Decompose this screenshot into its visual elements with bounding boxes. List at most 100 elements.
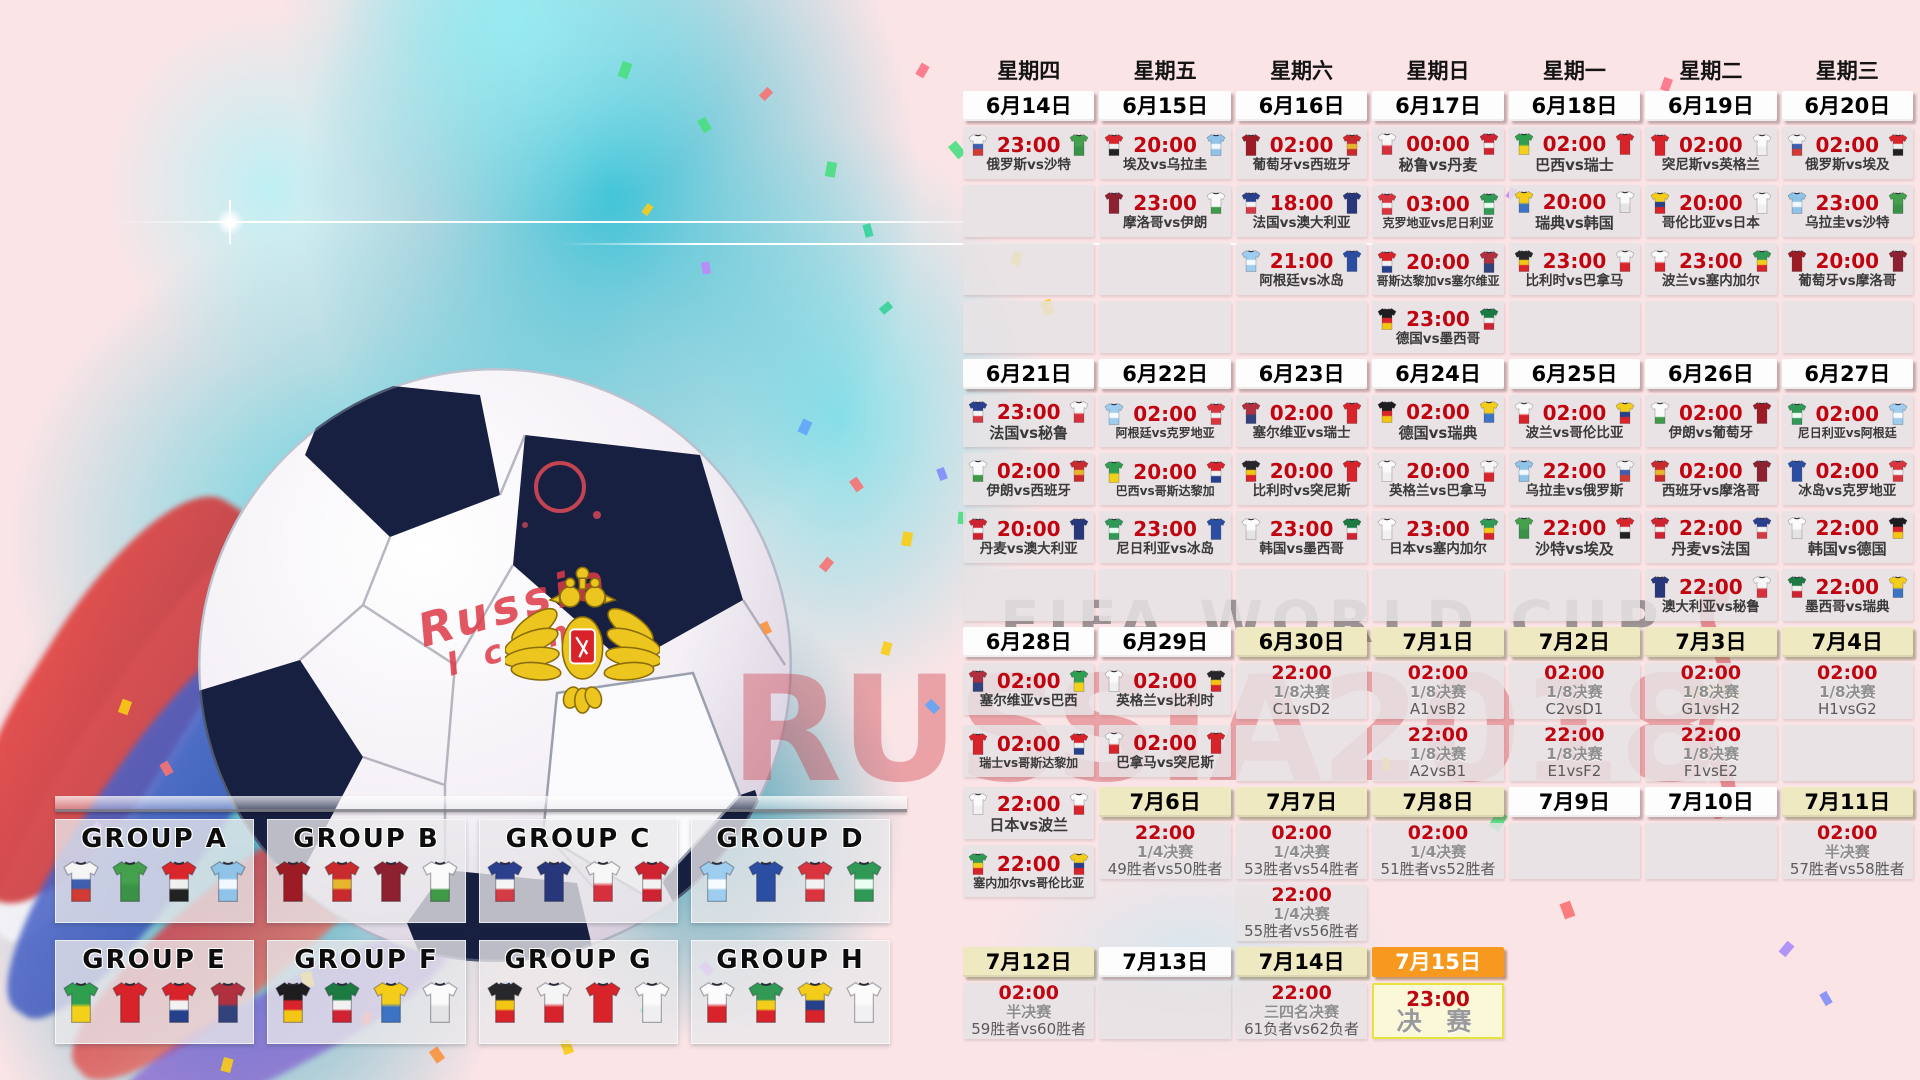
match-line: 22:00: [1782, 516, 1913, 540]
match-teams: 俄罗斯vs埃及: [1805, 156, 1890, 173]
knockout-cell: 02:00 半决赛 57胜者vs58胜者: [1781, 823, 1913, 879]
match-teams: 伊朗vs西班牙: [986, 482, 1071, 499]
match-time: 22:00: [1815, 516, 1880, 540]
match-line: 02:00: [1236, 401, 1367, 425]
match-time: 23:00: [1269, 516, 1334, 541]
match-teams: 葡萄牙vs西班牙: [1252, 156, 1351, 173]
group-title: GROUP H: [716, 945, 865, 975]
date-box: 7月13日: [1099, 947, 1231, 977]
match-line: 23:00: [1782, 191, 1913, 215]
confetti: [797, 418, 813, 436]
match-cell: 22:00 沙特vs埃及: [1508, 511, 1641, 563]
match-cell: 21:00 阿根廷vs冰岛: [1235, 243, 1368, 295]
date-box: 7月9日: [1508, 787, 1641, 817]
jersey-icon: [1240, 459, 1262, 483]
empty-cell: [1372, 569, 1504, 621]
match-line: 23:00: [1509, 249, 1640, 273]
jersey-icon: [967, 133, 989, 157]
weekday-header: 星期六: [1270, 59, 1334, 83]
match-time: 23:00: [1679, 248, 1743, 273]
match-teams: 法国vs澳大利亚: [1252, 214, 1351, 231]
date-box: 7月14日: [1235, 947, 1368, 977]
match-teams: 尼日利亚vs阿根廷: [1797, 425, 1897, 440]
pairing-label: 49胜者vs50胜者: [1107, 860, 1223, 878]
empty-cell: [1645, 301, 1777, 353]
match-time: 02:00: [1815, 401, 1880, 426]
match-teams: 塞尔维亚vs巴西: [979, 692, 1078, 709]
jersey-icon: [1513, 190, 1535, 214]
knockout-cell: 02:00 1/4决赛 51胜者vs52胜者: [1372, 823, 1504, 879]
jersey-icon: [1649, 516, 1671, 540]
ball-handwriting-line1: Russia: [411, 551, 617, 658]
jersey-icon: [843, 980, 885, 1025]
match-cell: 20:00 葡萄牙vs摩洛哥: [1781, 243, 1913, 295]
match-cell: 20:00 哥斯达黎加vs塞尔维亚: [1372, 243, 1504, 295]
jersey-icon: [207, 859, 249, 904]
date-box: 7月3日: [1645, 627, 1777, 657]
jersey-icon: [1068, 732, 1090, 756]
knockout-cell: 22:00 1/4决赛 55胜者vs56胜者: [1235, 885, 1368, 941]
empty-cell: [963, 301, 1095, 353]
match-line: 02:00: [1372, 400, 1503, 424]
match-time: 20:00: [1815, 248, 1880, 273]
match-time: 20:00: [996, 516, 1061, 541]
jersey-icon: [1376, 459, 1398, 483]
jersey-icon: [1341, 517, 1363, 541]
pairing-label: C2vsD1: [1545, 700, 1604, 718]
match-cell: 02:00 塞尔维亚vs巴西: [963, 663, 1095, 715]
match-teams: 阿根廷vs冰岛: [1259, 272, 1344, 289]
match-teams: 乌拉圭vs沙特: [1805, 214, 1890, 231]
match-cell: 02:00 巴西vs瑞士: [1508, 127, 1641, 179]
match-teams: 丹麦vs法国: [1671, 540, 1751, 558]
empty-cell: [1099, 983, 1231, 1039]
date-box: 6月16日: [1235, 91, 1368, 121]
empty-cell: [963, 185, 1095, 237]
jersey-icon: [1786, 133, 1808, 157]
jersey-icon: [631, 859, 673, 904]
date-box: 6月26日: [1645, 359, 1777, 389]
jersey-icon: [696, 859, 738, 904]
match-teams: 塞内加尔vs哥伦比亚: [973, 875, 1085, 890]
group-title: GROUP A: [81, 824, 228, 854]
match-line: 20:00: [1782, 249, 1913, 273]
match-time: 02:00: [1815, 458, 1880, 483]
match-teams: 日本vs塞内加尔: [1389, 540, 1487, 557]
match-teams: 突尼斯vs英格兰: [1661, 156, 1760, 173]
jersey-icon: [1887, 133, 1909, 157]
group-title: GROUP F: [294, 945, 439, 975]
match-line: 23:00: [1372, 307, 1503, 331]
confetti: [758, 86, 774, 102]
match-calendar: 星期四 星期五 星期六 星期日 星期一 星期二 星期三 6月14日 6月15日 6月16日 6月17…: [963, 55, 1913, 1045]
match-line: 22:00: [963, 792, 1094, 816]
jersey-icon: [967, 669, 989, 693]
match-line: 02:00: [1509, 132, 1640, 156]
match-teams: 摩洛哥vs伊朗: [1122, 214, 1208, 231]
match-time: 22:00: [996, 851, 1061, 876]
match-time: 23:00: [1542, 248, 1607, 273]
match-time: 22:00: [1271, 981, 1332, 1004]
jersey-icon: [1205, 402, 1227, 426]
group-box: GROUP G: [479, 940, 678, 1044]
match-time: 22:00: [996, 792, 1061, 816]
jersey-icon: [60, 980, 102, 1025]
knockout-cell: 02:00 1/8决赛 G1vsH2: [1645, 663, 1777, 719]
match-teams: 沙特vs埃及: [1535, 540, 1614, 558]
match-time: 22:00: [1815, 574, 1880, 599]
match-line: 20:00: [1099, 460, 1230, 484]
match-teams: 韩国vs墨西哥: [1259, 540, 1344, 557]
jersey-icon: [1478, 400, 1500, 424]
confetti: [862, 223, 874, 238]
match-cell: 02:00 波兰vs哥伦比亚: [1508, 395, 1641, 447]
jersey-icon: [419, 980, 461, 1025]
group-jerseys: [696, 980, 885, 1025]
jersey-icon: [1341, 401, 1363, 425]
lens-flare-star: [208, 200, 252, 244]
group-title: GROUP E: [82, 945, 227, 975]
date-box: 7月2日: [1508, 627, 1641, 657]
pairing-label: A2vsB1: [1409, 762, 1467, 780]
match-cell: 23:00 日本vs塞内加尔: [1372, 511, 1504, 563]
pairing-label: F1vsE2: [1683, 762, 1738, 780]
match-line: 02:00: [1782, 133, 1913, 157]
round-label: 半决赛: [1006, 1002, 1052, 1021]
jersey-icon: [1376, 517, 1398, 541]
